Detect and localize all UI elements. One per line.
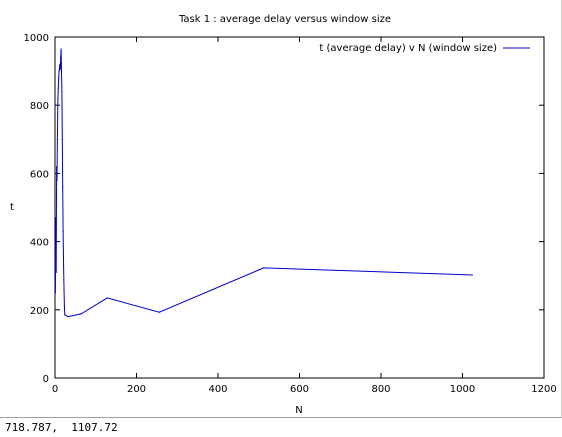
chart-plot[interactable]: Task 1 : average delay versus window siz… — [0, 0, 562, 417]
data-point — [57, 97, 59, 99]
data-point — [67, 316, 69, 318]
y-tick-label: 0 — [43, 374, 49, 385]
plot-border — [54, 36, 545, 379]
x-axis-label: N — [295, 405, 302, 416]
status-bar: 718.787, 1107.72 — [0, 417, 562, 437]
data-point — [58, 67, 61, 69]
data-point — [471, 274, 473, 276]
legend-label: t (average delay) v N (window size) — [319, 43, 497, 54]
data-point — [62, 264, 65, 267]
data-point — [158, 311, 160, 313]
y-axis-label: t — [10, 202, 14, 213]
data-point — [58, 77, 60, 79]
x-tick-label: 1000 — [450, 384, 475, 395]
data-point — [62, 186, 64, 188]
x-tick-label: 200 — [127, 384, 146, 395]
data-point — [59, 63, 61, 65]
series-line — [54, 48, 473, 318]
y-tick-label: 1000 — [24, 33, 49, 44]
data-point — [54, 292, 57, 294]
data-point — [61, 90, 63, 93]
data-point — [60, 70, 63, 72]
series-layer — [54, 48, 473, 318]
x-tick-label: 0 — [52, 384, 58, 395]
data-point — [59, 68, 61, 70]
data-point — [56, 165, 58, 168]
data-point — [55, 271, 57, 273]
data-point — [64, 314, 66, 316]
x-tick-label: 800 — [371, 384, 390, 395]
y-tick-label: 400 — [30, 238, 49, 249]
data-point — [56, 138, 59, 140]
data-point — [60, 56, 62, 59]
x-tick-label: 600 — [290, 384, 309, 395]
data-point — [57, 87, 59, 89]
data-point — [63, 288, 65, 290]
data-point — [56, 179, 58, 181]
data-point — [263, 267, 265, 269]
data-point — [58, 70, 60, 72]
axis-ticks: 0 200 400 600 800 1000 1200 0 200 400 600 800 1000 — [24, 33, 557, 395]
y-tick-label: 600 — [30, 169, 49, 180]
chart-title: Task 1 : average delay versus window siz… — [178, 14, 391, 25]
data-point — [106, 297, 108, 299]
data-point — [62, 230, 64, 232]
y-tick-label: 200 — [30, 306, 49, 317]
x-tick-label: 400 — [208, 384, 227, 395]
cursor-coordinates: 718.787, 1107.72 — [5, 421, 118, 434]
data-point — [80, 313, 82, 315]
data-point — [63, 305, 65, 307]
y-tick-label: 800 — [30, 101, 49, 112]
data-point — [55, 217, 57, 219]
data-point — [60, 48, 62, 50]
data-point — [61, 138, 63, 140]
x-tick-label: 1200 — [531, 384, 556, 395]
